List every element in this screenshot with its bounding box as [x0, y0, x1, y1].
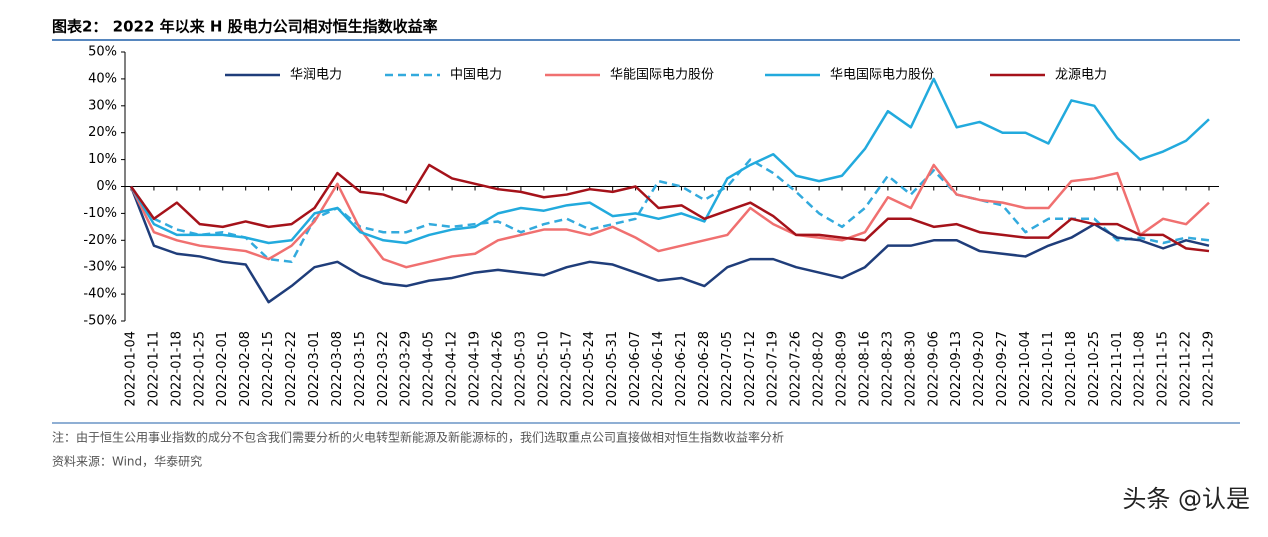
note: 注：由于恒生公用事业指数的成分不包含我们需要分析的火电转型新能源及新能源标的，我… [52, 430, 784, 445]
x-tick-label: 2022-09-13 [949, 331, 964, 407]
x-tick-label: 2022-08-09 [835, 331, 850, 407]
x-tick-label: 2022-08-16 [857, 331, 872, 407]
y-tick-label: -50% [83, 314, 117, 329]
y-tick-label: -30% [83, 260, 117, 275]
y-tick-label: 0% [96, 179, 117, 194]
x-tick-label: 2022-07-12 [743, 331, 758, 407]
watermark: 头条 @认是 [1122, 485, 1250, 513]
x-tick-label: 2022-06-14 [651, 331, 666, 407]
x-tick-label: 2022-09-20 [972, 331, 987, 407]
x-tick-label: 2022-06-28 [697, 331, 712, 407]
source: 资料来源：Wind，华泰研究 [52, 454, 202, 469]
x-tick-label: 2022-02-22 [284, 331, 299, 407]
x-tick-label: 2022-07-19 [766, 331, 781, 407]
chart-title: 图表2： 2022 年以来 H 股电力公司相对恒生指数收益率 [52, 18, 438, 36]
series-line [129, 163, 1210, 253]
x-tick-label: 2022-05-24 [582, 331, 597, 407]
x-tick-label: 2022-11-29 [1202, 331, 1217, 407]
y-tick-label: 40% [88, 71, 117, 86]
x-tick-label: 2022-06-21 [674, 331, 689, 407]
x-tick-label: 2022-07-05 [720, 331, 735, 407]
y-tick-label: -20% [83, 233, 117, 248]
x-tick-label: 2022-07-26 [789, 331, 804, 407]
y-tick-label: 30% [88, 98, 117, 113]
x-tick-label: 2022-03-22 [376, 331, 391, 407]
x-tick-label: 2022-06-07 [628, 331, 643, 407]
x-tick-label: 2022-08-23 [880, 331, 895, 407]
y-tick-label: -10% [83, 206, 117, 221]
x-tick-label: 2022-01-04 [124, 331, 139, 407]
y-tick-label: 20% [88, 125, 117, 140]
x-tick-label: 2022-03-01 [307, 331, 322, 407]
legend-label: 华电国际电力股份 [830, 68, 934, 83]
x-tick-label: 2022-05-17 [559, 331, 574, 407]
x-tick-label: 2022-05-10 [536, 331, 551, 407]
x-tick-label: 2022-11-22 [1179, 331, 1194, 407]
y-tick-label: 50% [88, 45, 117, 60]
x-tick-label: 2022-10-04 [1018, 331, 1033, 407]
x-tick-label: 2022-11-08 [1133, 331, 1148, 407]
x-tick-label: 2022-02-01 [215, 331, 230, 407]
x-tick-label: 2022-04-05 [422, 331, 437, 407]
x-tick-label: 2022-02-15 [261, 331, 276, 407]
x-tick-label: 2022-03-15 [353, 331, 368, 407]
x-tick-label: 2022-04-26 [490, 331, 505, 407]
x-tick-label: 2022-09-27 [995, 331, 1010, 407]
legend-label: 龙源电力 [1055, 68, 1107, 83]
x-tick-label: 2022-10-25 [1087, 331, 1102, 407]
x-tick-label: 2022-09-06 [926, 331, 941, 407]
x-tick-label: 2022-08-02 [812, 331, 827, 407]
x-tick-label: 2022-05-31 [605, 331, 620, 407]
x-tick-label: 2022-01-11 [146, 331, 161, 407]
y-tick-label: 10% [88, 152, 117, 167]
x-tick-label: 2022-08-30 [903, 331, 918, 407]
series-line [129, 77, 1210, 245]
series-line [129, 163, 1210, 269]
x-tick-label: 2022-03-29 [399, 331, 414, 407]
x-tick-label: 2022-01-18 [169, 331, 184, 407]
x-tick-label: 2022-04-19 [468, 331, 483, 407]
legend-label: 华润电力 [290, 68, 342, 83]
x-tick-label: 2022-10-18 [1064, 331, 1079, 407]
x-tick-label: 2022-01-25 [192, 331, 207, 407]
x-tick-label: 2022-10-11 [1041, 331, 1056, 407]
x-tick-label: 2022-02-08 [238, 331, 253, 407]
x-tick-label: 2022-11-15 [1156, 331, 1171, 407]
x-tick-label: 2022-11-01 [1110, 331, 1125, 407]
y-tick-label: -40% [83, 287, 117, 302]
series-line [129, 186, 1210, 304]
legend-label: 中国电力 [450, 68, 502, 83]
x-tick-label: 2022-03-08 [330, 331, 345, 407]
x-tick-label: 2022-05-03 [513, 331, 528, 407]
legend-label: 华能国际电力股份 [610, 68, 714, 83]
x-tick-label: 2022-04-12 [445, 331, 460, 407]
